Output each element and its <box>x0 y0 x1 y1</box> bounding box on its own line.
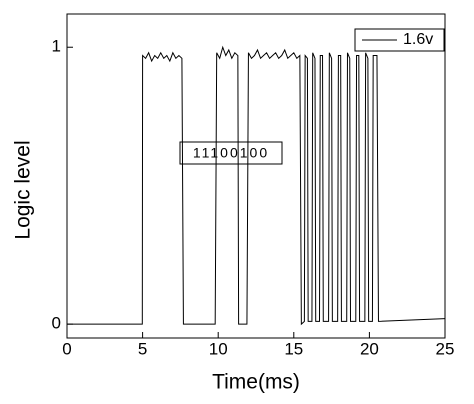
annotation-box <box>179 141 283 165</box>
x-tick-label: 5 <box>138 339 147 358</box>
legend-box <box>354 28 445 52</box>
x-tick-label: 0 <box>62 339 71 358</box>
data-line <box>67 45 446 326</box>
plot-frame <box>66 13 446 339</box>
x-axis-label: Time(ms) <box>212 371 300 394</box>
y-tick-label: 0 <box>52 314 61 333</box>
x-tick-label: 10 <box>209 339 228 358</box>
y-tick-label: 1 <box>52 37 61 56</box>
x-tick-label: 15 <box>284 339 303 358</box>
x-tick-label: 20 <box>360 339 379 358</box>
y-axis-label: Logic level <box>12 140 35 239</box>
x-tick-label: 25 <box>436 339 455 358</box>
annotation: 11100100 <box>193 145 269 161</box>
legend-label: 1.6v <box>403 31 433 48</box>
